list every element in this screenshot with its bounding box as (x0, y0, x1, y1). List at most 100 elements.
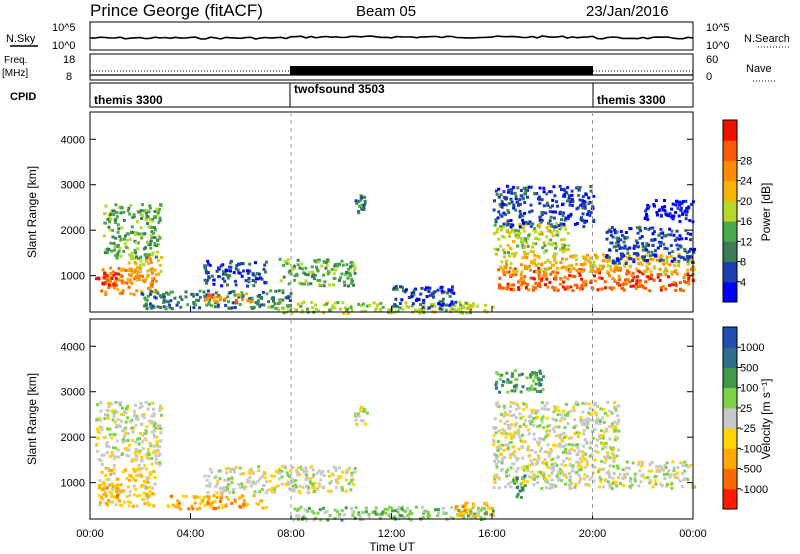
heatmap-cell (558, 210, 562, 214)
heatmap-cell (513, 455, 517, 459)
heatmap-cell (317, 485, 321, 489)
heatmap-cell (455, 504, 459, 508)
heatmap-cell (152, 424, 156, 428)
heatmap-cell (610, 487, 614, 491)
heatmap-cell (686, 465, 690, 469)
heatmap-cell (146, 447, 150, 451)
heatmap-cell (502, 406, 506, 410)
heatmap-cell (504, 443, 508, 447)
heatmap-cell (562, 193, 566, 197)
heatmap-cell (509, 485, 513, 489)
heatmap-cell (666, 472, 669, 476)
heatmap-cell (591, 430, 595, 433)
heatmap-cell (230, 306, 234, 310)
heatmap-cell (600, 416, 604, 420)
heatmap-cell (662, 234, 666, 238)
heatmap-cell (135, 494, 139, 498)
heatmap-cell (106, 247, 110, 251)
heatmap-cell (270, 490, 274, 494)
heatmap-cell (625, 272, 629, 276)
heatmap-cell (651, 257, 655, 261)
heatmap-cell (571, 465, 575, 469)
heatmap-cell (675, 199, 678, 203)
heatmap-cell (133, 275, 137, 279)
heatmap-cell (528, 463, 532, 467)
heatmap-cell (502, 270, 506, 274)
heatmap-cell (598, 276, 602, 280)
heatmap-cell (610, 287, 614, 291)
heatmap-cell (134, 423, 138, 427)
heatmap-cell (121, 406, 124, 410)
heatmap-cell (555, 200, 559, 204)
heatmap-cell (668, 227, 672, 231)
heatmap-cell (395, 305, 399, 309)
heatmap-cell (105, 409, 109, 412)
heatmap-cell (509, 466, 513, 470)
heatmap-cell (519, 283, 523, 287)
heatmap-cell (538, 201, 542, 205)
heatmap-cell (509, 435, 513, 439)
heatmap-cell (539, 383, 543, 387)
heatmap-cell (656, 275, 660, 279)
heatmap-cell (116, 252, 120, 256)
heatmap-cell (128, 237, 132, 241)
heatmap-cell (276, 484, 280, 488)
heatmap-cell (411, 302, 415, 306)
heatmap-cell (400, 507, 404, 511)
heatmap-cell (545, 192, 549, 196)
heatmap-cell (545, 479, 549, 483)
heatmap-cell (596, 450, 600, 454)
heatmap-cell (533, 458, 537, 461)
heatmap-cell (497, 187, 501, 191)
heatmap-cell (514, 251, 518, 255)
heatmap-cell (118, 499, 122, 503)
heatmap-cell (625, 269, 629, 273)
heatmap-cell (552, 483, 556, 487)
heatmap-cell (529, 422, 533, 426)
heatmap-cell (587, 196, 591, 200)
heatmap-cell (102, 234, 106, 238)
heatmap-cell (255, 501, 259, 505)
xtick-label: 04:00 (177, 528, 205, 540)
heatmap-cell (118, 246, 122, 250)
heatmap-cell (659, 482, 663, 486)
heatmap-cell (609, 265, 613, 269)
heatmap-cell (529, 276, 533, 280)
heatmap-cell (664, 287, 668, 291)
heatmap-cell (450, 288, 454, 292)
heatmap-cell (132, 215, 136, 219)
heatmap-cell (203, 504, 207, 508)
heatmap-cell (534, 450, 538, 454)
heatmap-cell (141, 447, 145, 451)
heatmap-cell (154, 279, 158, 283)
heatmap-cell (567, 443, 571, 446)
heatmap-cell (641, 255, 645, 259)
heatmap-cell (352, 262, 356, 266)
heatmap-cell (197, 298, 201, 302)
heatmap-cell (627, 270, 631, 274)
heatmap-cell (213, 500, 217, 503)
heatmap-cell (673, 476, 677, 479)
heatmap-cell (551, 417, 555, 421)
heatmap-cell (512, 288, 516, 292)
heatmap-cell (556, 470, 560, 474)
heatmap-cell (263, 470, 266, 474)
heatmap-cell (658, 267, 662, 271)
heatmap-cell (641, 248, 645, 252)
heatmap-cell (154, 454, 158, 457)
heatmap-cell (309, 477, 313, 481)
heatmap-cell (616, 414, 620, 418)
heatmap-cell (679, 208, 683, 212)
heatmap-cell (626, 251, 630, 255)
heatmap-cell (630, 274, 634, 278)
heatmap-cell (568, 274, 572, 277)
heatmap-cell (109, 272, 113, 275)
heatmap-cell (540, 417, 544, 421)
heatmap-cell (102, 276, 106, 280)
heatmap-cell (196, 507, 199, 511)
heatmap-cell (145, 298, 149, 302)
heatmap-cell (588, 454, 592, 458)
heatmap-cell (103, 417, 107, 421)
heatmap-cell (426, 513, 430, 517)
